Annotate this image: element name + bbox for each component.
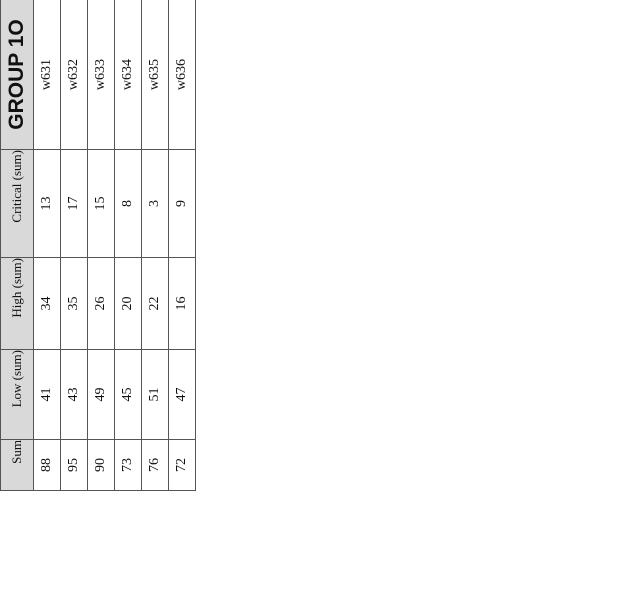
cell-high: 22 [141,257,169,350]
cell-group: w632 [60,0,88,150]
cell-low: 45 [114,349,142,440]
cell-high: 34 [33,257,61,350]
cell-sum: 95 [60,439,88,491]
header-low: Low (sum) [0,349,34,440]
table-row: 73 45 20 8 w634 [114,0,142,491]
cell-critical: 8 [114,149,142,258]
cell-low: 41 [33,349,61,440]
cell-low: 51 [141,349,169,440]
cell-high: 20 [114,257,142,350]
cell-critical: 15 [87,149,115,258]
cell-sum: 88 [33,439,61,491]
cell-high: 35 [60,257,88,350]
cell-high: 26 [87,257,115,350]
cell-group: w635 [141,0,169,150]
table-row: 88 41 34 13 w631 [33,0,61,491]
cell-critical: 9 [168,149,196,258]
cell-group: w634 [114,0,142,150]
cell-critical: 13 [33,149,61,258]
rotated-table-container: Sum Low (sum) High (sum) Critical (sum) … [0,0,196,491]
cell-sum: 72 [168,439,196,491]
cell-low: 49 [87,349,115,440]
cell-sum: 76 [141,439,169,491]
table-row: 90 49 26 15 w633 [87,0,115,491]
cell-group: w636 [168,0,196,150]
table-row: 76 51 22 3 w635 [141,0,169,491]
header-sum: Sum [0,439,34,491]
header-high: High (sum) [0,257,34,350]
cell-low: 43 [60,349,88,440]
cell-critical: 3 [141,149,169,258]
cell-sum: 90 [87,439,115,491]
cell-sum: 73 [114,439,142,491]
header-group: GROUP 1O [0,0,34,150]
header-row: Sum Low (sum) High (sum) Critical (sum) … [0,0,34,491]
table-row: 72 47 16 9 w636 [168,0,196,491]
data-table: Sum Low (sum) High (sum) Critical (sum) … [0,0,196,491]
cell-group: w631 [33,0,61,150]
header-critical: Critical (sum) [0,149,34,258]
cell-high: 16 [168,257,196,350]
cell-low: 47 [168,349,196,440]
cell-critical: 17 [60,149,88,258]
cell-group: w633 [87,0,115,150]
table-row: 95 43 35 17 w632 [60,0,88,491]
